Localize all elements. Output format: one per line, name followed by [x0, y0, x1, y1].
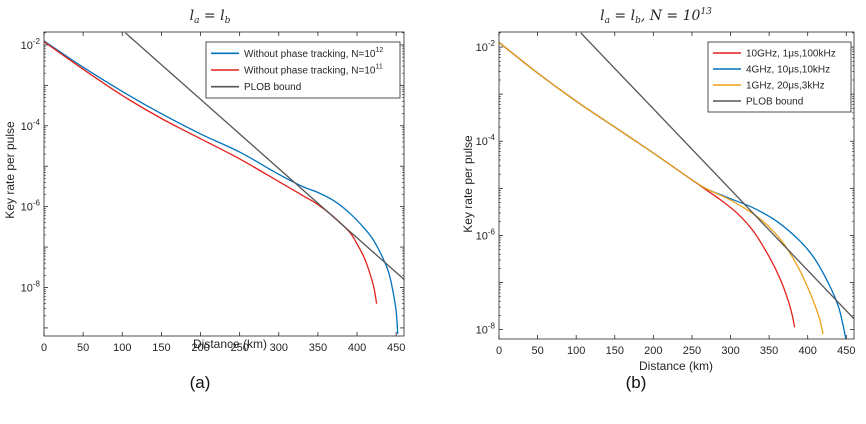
chart-a-xlabel: Distance (km): [193, 337, 267, 351]
x-tick-label: 400: [348, 342, 366, 354]
series-line-3: [499, 41, 824, 335]
chart-a-title: la = lb: [190, 8, 231, 26]
plot-frame: [43, 31, 405, 337]
x-tick-label: 350: [760, 345, 778, 357]
y-tick-label: 10-6: [21, 199, 41, 214]
x-tick-label: 200: [191, 342, 209, 354]
x-tick-label: 450: [387, 342, 405, 354]
legend-label: 10GHz, 1μs,100kHz: [746, 49, 836, 60]
chart-b-title: la = lb, N = 1013: [600, 7, 712, 26]
chart-b-ylabel: Key rate per pulse: [461, 135, 475, 233]
caption-b: (b): [626, 373, 647, 392]
series-line-4: [580, 32, 854, 320]
chart-a-ylabel: Key rate per pulse: [3, 121, 17, 219]
y-tick-label: 10-2: [21, 37, 41, 52]
x-tick-label: 50: [531, 345, 543, 357]
x-tick-label: 50: [77, 342, 89, 354]
x-tick-label: 400: [799, 345, 817, 357]
x-tick-label: 300: [270, 342, 288, 354]
y-tick-label: 10-8: [476, 322, 496, 337]
x-tick-label: 250: [683, 345, 701, 357]
x-tick-label: 300: [721, 345, 739, 357]
x-tick-label: 100: [567, 345, 585, 357]
x-tick-label: 150: [152, 342, 170, 354]
chart-b-xlabel: Distance (km): [639, 359, 713, 373]
series-line-3: [124, 32, 404, 280]
x-tick-label: 200: [644, 345, 662, 357]
series-line-1: [44, 40, 399, 335]
plot-frame: [498, 31, 855, 340]
x-tick-label: 450: [837, 345, 855, 357]
chart-b: la = lb, N = 1013 0 50 100 150 200 250 300 350 4…: [461, 7, 855, 392]
chart-a: la = lb 0 50 100 150 200 250 300 350 400 450 10-2 1…: [3, 8, 405, 392]
legend-label: Without phase tracking, N=1011: [244, 64, 383, 77]
x-tick-label: 250: [230, 342, 248, 354]
series-line-2: [44, 41, 378, 304]
x-tick-label: 0: [496, 345, 502, 357]
y-tick-label: 10-4: [21, 118, 41, 133]
y-tick-label: 10-8: [21, 279, 41, 294]
x-tick-label: 150: [606, 345, 624, 357]
y-tick-label: 10-6: [476, 227, 496, 242]
legend-label: PLOB bound: [244, 82, 301, 93]
y-tick-label: 10-4: [476, 133, 496, 148]
legend-label: Without phase tracking, N=1012: [244, 47, 383, 60]
y-tick-label: 10-2: [476, 39, 496, 54]
legend-label: PLOB bound: [746, 97, 803, 108]
x-tick-label: 350: [309, 342, 327, 354]
x-tick-label: 100: [113, 342, 131, 354]
caption-a: (a): [190, 373, 211, 392]
x-tick-label: 0: [41, 342, 47, 354]
legend-label: 1GHz, 20μs,3kHz: [746, 81, 825, 92]
legend-label: 4GHz, 10μs,10kHz: [746, 65, 830, 76]
